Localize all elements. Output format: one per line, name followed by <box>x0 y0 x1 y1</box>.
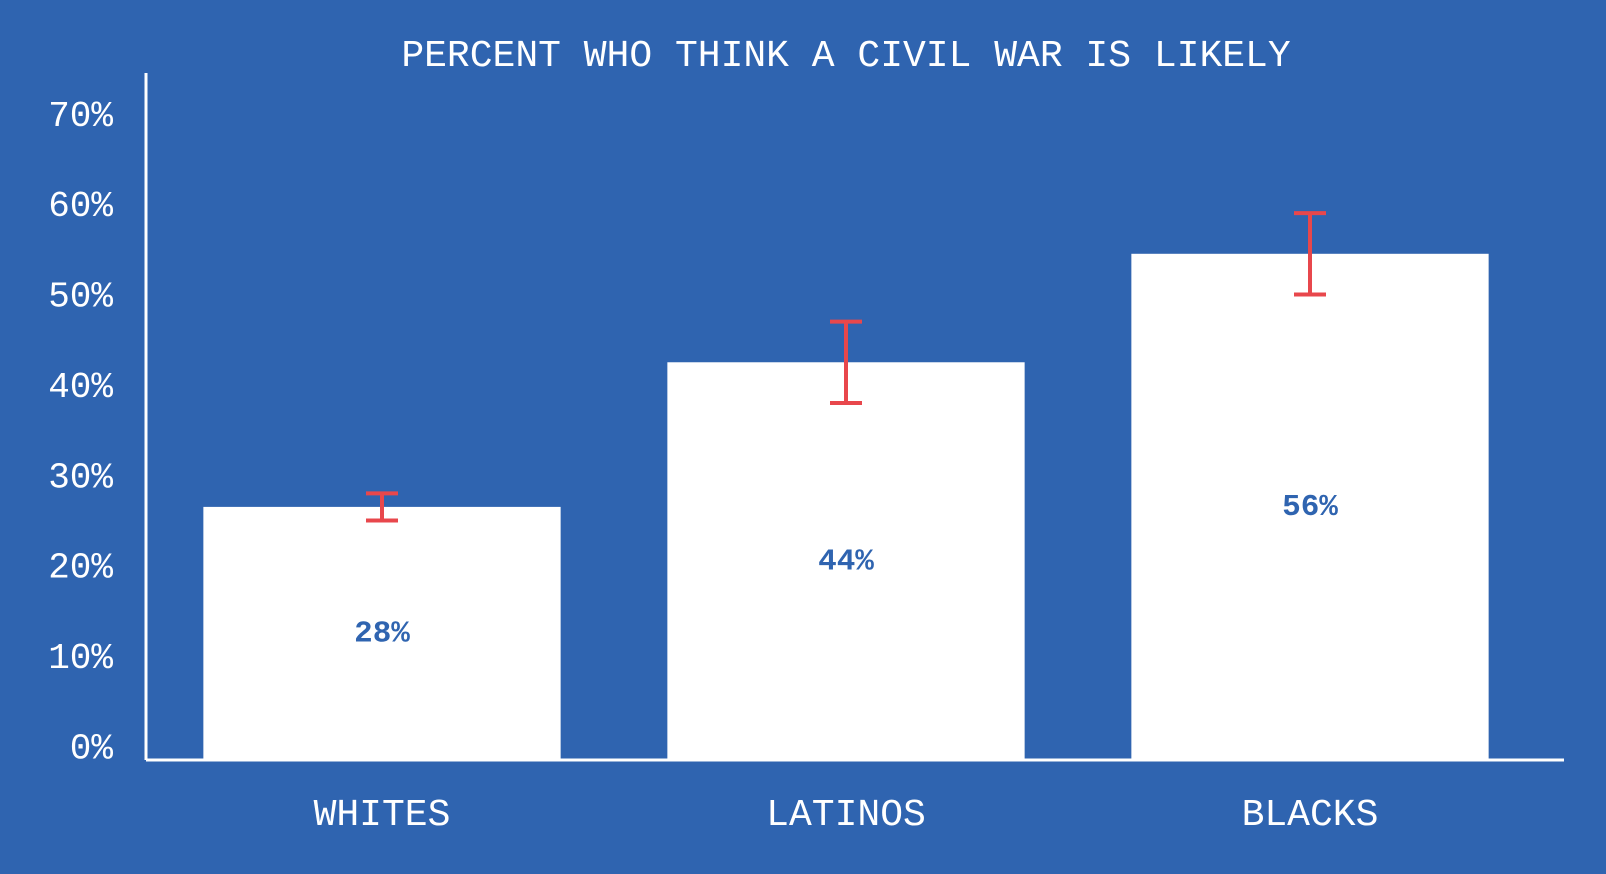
bar <box>1131 253 1489 760</box>
bar <box>667 362 1025 760</box>
y-tick-label: 40% <box>48 367 113 408</box>
y-tick-label: 30% <box>48 457 113 498</box>
error-bar <box>1294 211 1326 297</box>
x-tick-label: WHITES <box>314 794 451 837</box>
error-bar <box>830 319 862 405</box>
error-bar <box>366 491 398 523</box>
y-tick-label: 0% <box>70 729 114 770</box>
y-tick-label: 50% <box>48 277 113 318</box>
bar <box>203 506 561 760</box>
y-tick-label: 10% <box>48 638 113 679</box>
value-label: 44% <box>818 544 874 579</box>
chart-title: PERCENT WHO THINK A CIVIL WAR IS LIKELY <box>401 35 1291 78</box>
y-tick-label: 20% <box>48 548 113 589</box>
x-tick-label: BLACKS <box>1242 794 1379 837</box>
x-tick-label: LATINOS <box>766 794 926 837</box>
y-tick-label: 70% <box>48 96 113 137</box>
value-label: 28% <box>354 617 410 652</box>
value-label: 56% <box>1282 490 1338 525</box>
y-tick-label: 60% <box>48 186 113 227</box>
